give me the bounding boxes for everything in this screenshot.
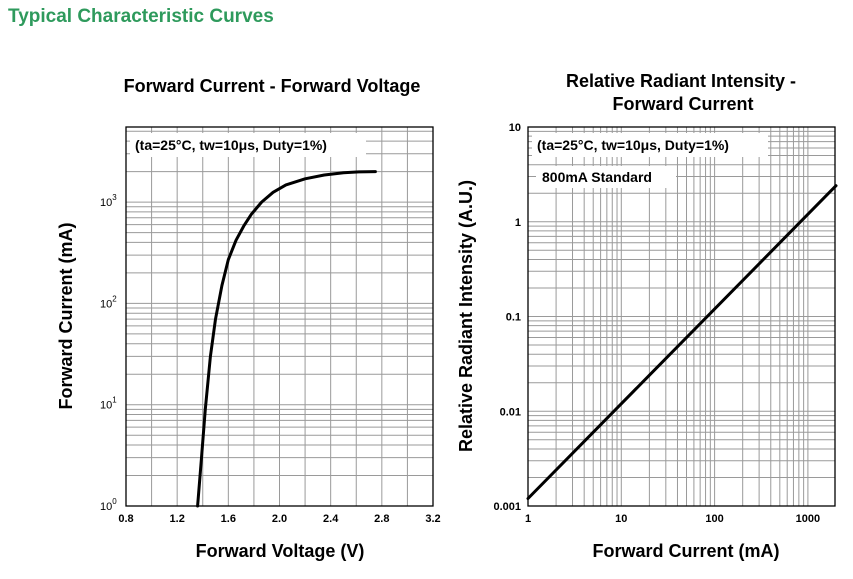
chart2-annotation-standard: 800mA Standard (542, 169, 652, 185)
chart2-plot-frame (527, 126, 836, 507)
chart2-y-ticks: 0.001 0.01 0.1 1 10 (493, 122, 521, 513)
chart1-x-ticks: 0.8 1.2 1.6 2.0 2.4 2.8 3.2 (118, 513, 440, 525)
chart2-y-tick-label: 0.001 (493, 501, 521, 513)
chart1-x-tick-label: 2.4 (323, 513, 339, 525)
chart1-y-tick-label: 102 (100, 294, 117, 310)
chart1-series-line (196, 170, 377, 508)
chart1-x-tick-label: 1.6 (221, 513, 236, 525)
chart1-title: Forward Current - Forward Voltage (124, 76, 421, 96)
chart2-title-line1: Relative Radiant Intensity - (566, 71, 796, 91)
chart1-y-tick-label: 101 (100, 396, 117, 412)
chart2-x-axis-label: Forward Current (mA) (592, 541, 779, 561)
chart2-x-tick-label: 100 (705, 513, 723, 525)
chart1-x-tick-label: 3.2 (425, 513, 440, 525)
section-title: Typical Characteristic Curves (8, 6, 274, 27)
chart1-y-axis-label: Forward Current (mA) (56, 222, 76, 409)
chart2-x-ticks: 1 10 100 1000 (525, 513, 820, 525)
chart1-y-tick-label: 100 (100, 497, 117, 513)
chart2-annotation-box (532, 133, 768, 157)
chart1-y-ticks: 100 101 102 103 (100, 193, 117, 513)
chart1-x-tick-label: 1.2 (170, 513, 185, 525)
chart1-x-tick-label: 2.8 (374, 513, 389, 525)
chart2-y-tick-label: 10 (509, 122, 521, 134)
chart2-x-tick-label: 1 (525, 513, 531, 525)
chart1-x-axis-label: Forward Voltage (V) (196, 541, 365, 561)
chart1-plot-frame (125, 126, 434, 507)
chart1-grid (125, 127, 434, 507)
chart1-annotation: (ta=25°C, tw=10μs, Duty=1%) (135, 137, 327, 153)
chart2-standard-box (536, 166, 676, 188)
radiant-intensity-chart: Relative Radiant Intensity - Forward Cur… (456, 71, 838, 561)
chart2-y-tick-label: 0.1 (506, 312, 521, 324)
chart1-annotation-box (130, 133, 366, 157)
chart2-annotation-conditions: (ta=25°C, tw=10μs, Duty=1%) (537, 137, 729, 153)
chart2-x-tick-label: 1000 (796, 513, 820, 525)
chart2-y-tick-label: 1 (515, 217, 521, 229)
chart1-y-tick-label: 103 (100, 193, 117, 209)
chart1-x-tick-label: 0.8 (118, 513, 133, 525)
chart2-y-tick-label: 0.01 (500, 406, 521, 418)
chart1-x-tick-label: 2.0 (272, 513, 287, 525)
chart2-title-line2: Forward Current (612, 94, 753, 114)
forward-voltage-chart: Forward Current - Forward Voltage 0.8 1.2… (56, 76, 441, 561)
chart2-series-line (526, 184, 838, 500)
chart2-y-axis-label: Relative Radiant Intensity (A.U.) (456, 180, 476, 452)
chart2-grid (527, 127, 835, 507)
chart2-x-tick-label: 10 (615, 513, 627, 525)
